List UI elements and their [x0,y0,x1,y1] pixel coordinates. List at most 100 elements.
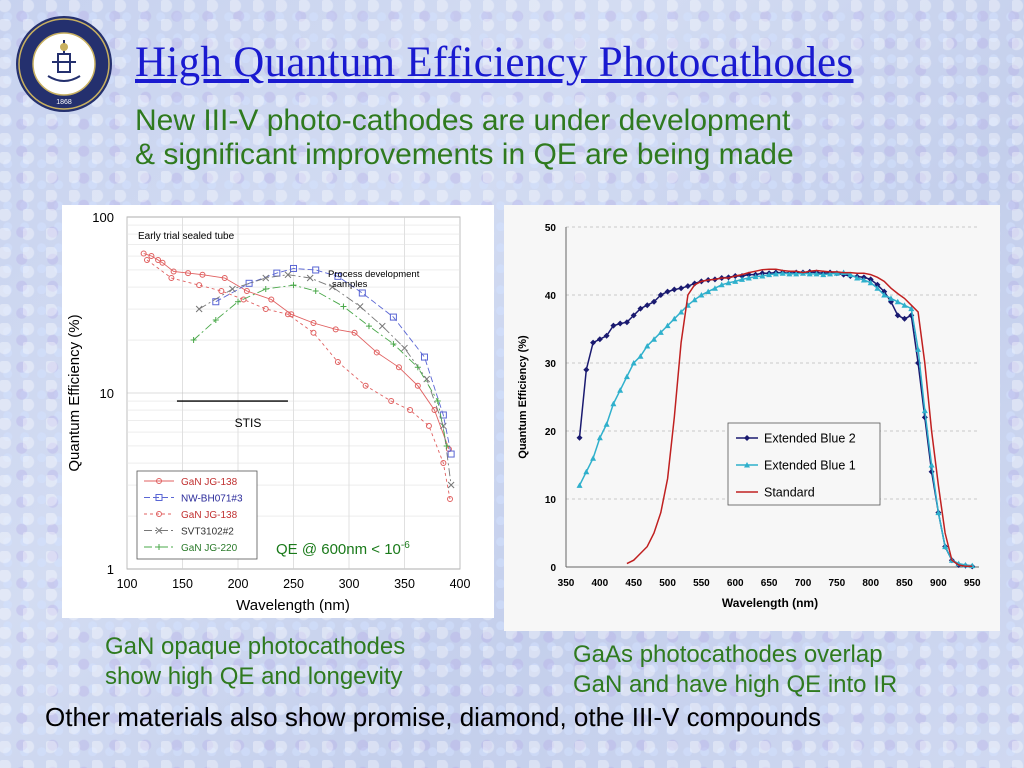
x-tick-label: 350 [558,578,575,589]
x-tick-label: 850 [896,578,913,589]
data-point [739,276,746,282]
data-point [935,509,942,516]
x-tick-label: 150 [172,577,193,591]
legend: GaN JG-138 NW-BH071#3 GaN JG-138 SVT3102#2 G… [136,470,258,560]
data-point [243,287,250,294]
x-tick-label: 350 [394,577,415,591]
data-point [630,360,637,366]
qe-exponent: -6 [401,540,410,551]
data-point [196,282,203,289]
x-tick-label: 200 [228,577,249,591]
data-point [245,279,253,287]
data-point [942,543,949,550]
gan-qe-chart-panel: 100 150 200 250 300 350 400 1 10 100 Quantum Effi… [62,205,494,618]
series-5 [190,282,450,449]
data-point [221,275,228,282]
data-point [915,346,922,352]
data-point [874,285,881,291]
data-point [657,329,664,335]
legend-item: NW-BH071#3 [144,494,243,505]
data-point [328,283,336,291]
data-point [306,274,314,282]
x-tick-label: 250 [283,577,304,591]
legend-item: Extended Blue 2 [736,432,856,446]
x-tick-label: 400 [450,577,471,591]
data-point [378,322,386,330]
data-point [414,382,421,389]
data-point [644,302,651,309]
legend-marker [155,527,163,534]
data-point [806,270,813,277]
data-point [711,285,718,291]
data-point [212,316,219,323]
data-point [705,288,712,295]
series-line [578,271,973,567]
data-point [140,250,147,257]
data-point [664,322,671,329]
data-point [290,282,297,289]
data-point [395,364,402,371]
data-point [218,287,225,294]
data-point [351,329,358,336]
data-point [443,442,450,449]
data-point [356,303,364,310]
data-point [603,421,610,427]
data-point [867,279,874,286]
series-line [193,284,448,447]
data-point [637,305,644,312]
data-point [312,287,319,294]
x-tick-label: 100 [117,577,138,591]
data-point [310,329,317,336]
legend-label: Extended Blue 2 [764,432,856,446]
data-point [596,336,603,343]
data-point [447,481,455,489]
data-point [691,280,698,287]
data-point [590,339,597,346]
data-point [766,271,773,278]
series-line [143,253,450,450]
university-seal-icon: 1868 [16,16,112,112]
data-point [431,407,438,414]
legend-label: GaN JG-138 [181,510,238,521]
x-tick-label: 450 [625,578,642,589]
legend-item: SVT3102#2 [144,527,234,538]
annotation-process-line-2: samples [332,279,368,290]
data-point [637,353,644,359]
legend-item: GaN JG-138 [144,477,238,488]
legend-entries: Extended Blue 2 Extended Blue 1 Standard [736,432,856,500]
data-point [358,289,366,297]
data-point [420,353,428,361]
legend-marker [156,544,162,550]
x-tick-label: 700 [795,578,812,589]
y-tick-label: 0 [550,563,556,574]
data-point [786,270,793,277]
x-tick-label: 300 [339,577,360,591]
y-axis-label: Quantum Efficiency (%) [517,335,529,459]
data-point [867,276,874,283]
data-point [148,253,155,260]
legend-label: SVT3102#2 [181,527,234,538]
data-point [833,270,840,276]
data-point [334,359,341,366]
y-tick-label: 10 [545,495,557,506]
series-line [146,259,451,500]
gan-qe-chart: 100 150 200 250 300 350 400 1 10 100 Quantum Effi… [66,210,471,614]
data-point [671,315,678,322]
x-axis-label: Wavelength (nm) [236,597,350,614]
x-tick-label: 800 [862,578,879,589]
legend-item: Extended Blue 1 [736,459,856,473]
data-point [725,279,732,286]
series-group [140,250,455,502]
slide-footer: Other materials also show promise, diamo… [45,702,822,732]
data-point [439,422,447,430]
y-tick-label: 10 [100,386,114,401]
annotation-stis: STIS [235,416,262,430]
data-point [262,285,269,292]
series-1 [576,268,976,570]
data-point [414,364,421,371]
data-point [290,264,297,272]
data-point [617,387,624,393]
data-point [583,468,590,475]
data-point [644,343,651,349]
data-point [310,319,317,326]
